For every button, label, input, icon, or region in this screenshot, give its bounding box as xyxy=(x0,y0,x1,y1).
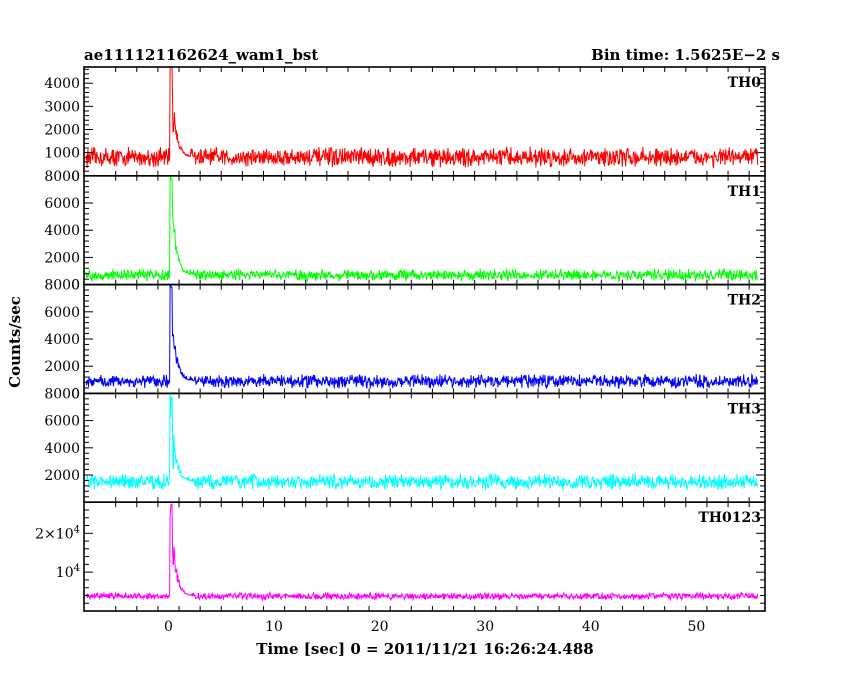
y-tick-label: 4000 xyxy=(44,441,80,457)
x-tick-label: 0 xyxy=(164,619,173,635)
panel-label-th2: TH2 xyxy=(728,293,761,309)
light-curve-th1 xyxy=(85,175,759,283)
y-tick-label: 2000 xyxy=(44,250,80,266)
panel-frame xyxy=(83,392,766,503)
y-tick-label: 4000 xyxy=(44,76,80,92)
y-tick-label: 8000 xyxy=(44,386,80,402)
y-tick-label: 4000 xyxy=(44,332,80,348)
y-tick-label: 0 xyxy=(71,386,80,402)
y-tick-label: 2000 xyxy=(44,468,80,484)
y-tick-label: 1000 xyxy=(44,146,80,162)
y-tick-label: 6000 xyxy=(44,196,80,212)
y-tick-label: 0 xyxy=(71,278,80,294)
y-tick-label: 6000 xyxy=(44,414,80,430)
light-curve-th2 xyxy=(85,284,759,390)
y-tick-label: 0 xyxy=(71,169,80,185)
panel-label-th0: TH0 xyxy=(728,75,762,91)
light-curve-th3 xyxy=(85,393,759,491)
y-axis-title: Counts/sec xyxy=(6,296,24,388)
x-tick-label: 10 xyxy=(265,619,283,635)
bin-time-label: Bin time: 1.5625E−2 s xyxy=(591,46,780,64)
x-axis-title: Time [sec] 0 = 2011/11/21 16:26:24.488 xyxy=(256,640,593,658)
x-tick-label: 20 xyxy=(371,619,389,635)
y-tick-label: 2000 xyxy=(44,123,80,139)
x-tick-label: 50 xyxy=(687,619,705,635)
y-tick-label: 2×104 xyxy=(35,524,80,542)
y-tick-label: 6000 xyxy=(44,305,80,321)
x-tick-label: 40 xyxy=(582,619,600,635)
y-tick-label: 3000 xyxy=(44,99,80,115)
light-curve-th0123 xyxy=(85,503,759,602)
y-tick-label: 2000 xyxy=(44,359,80,375)
y-tick-label: 8000 xyxy=(44,169,80,185)
chart-title: ae111121162624_wam1_bst xyxy=(84,46,318,64)
x-tick-label: 30 xyxy=(476,619,494,635)
y-tick-label: 104 xyxy=(56,563,80,581)
y-tick-label: 8000 xyxy=(44,278,80,294)
light-curve-th0 xyxy=(85,66,759,169)
y-tick-label: 4000 xyxy=(44,223,80,239)
panel-label-th1: TH1 xyxy=(728,184,761,200)
panel-label-th0123: TH0123 xyxy=(698,510,761,526)
panel-frame xyxy=(83,175,766,286)
panel-label-th3: TH3 xyxy=(728,401,761,417)
